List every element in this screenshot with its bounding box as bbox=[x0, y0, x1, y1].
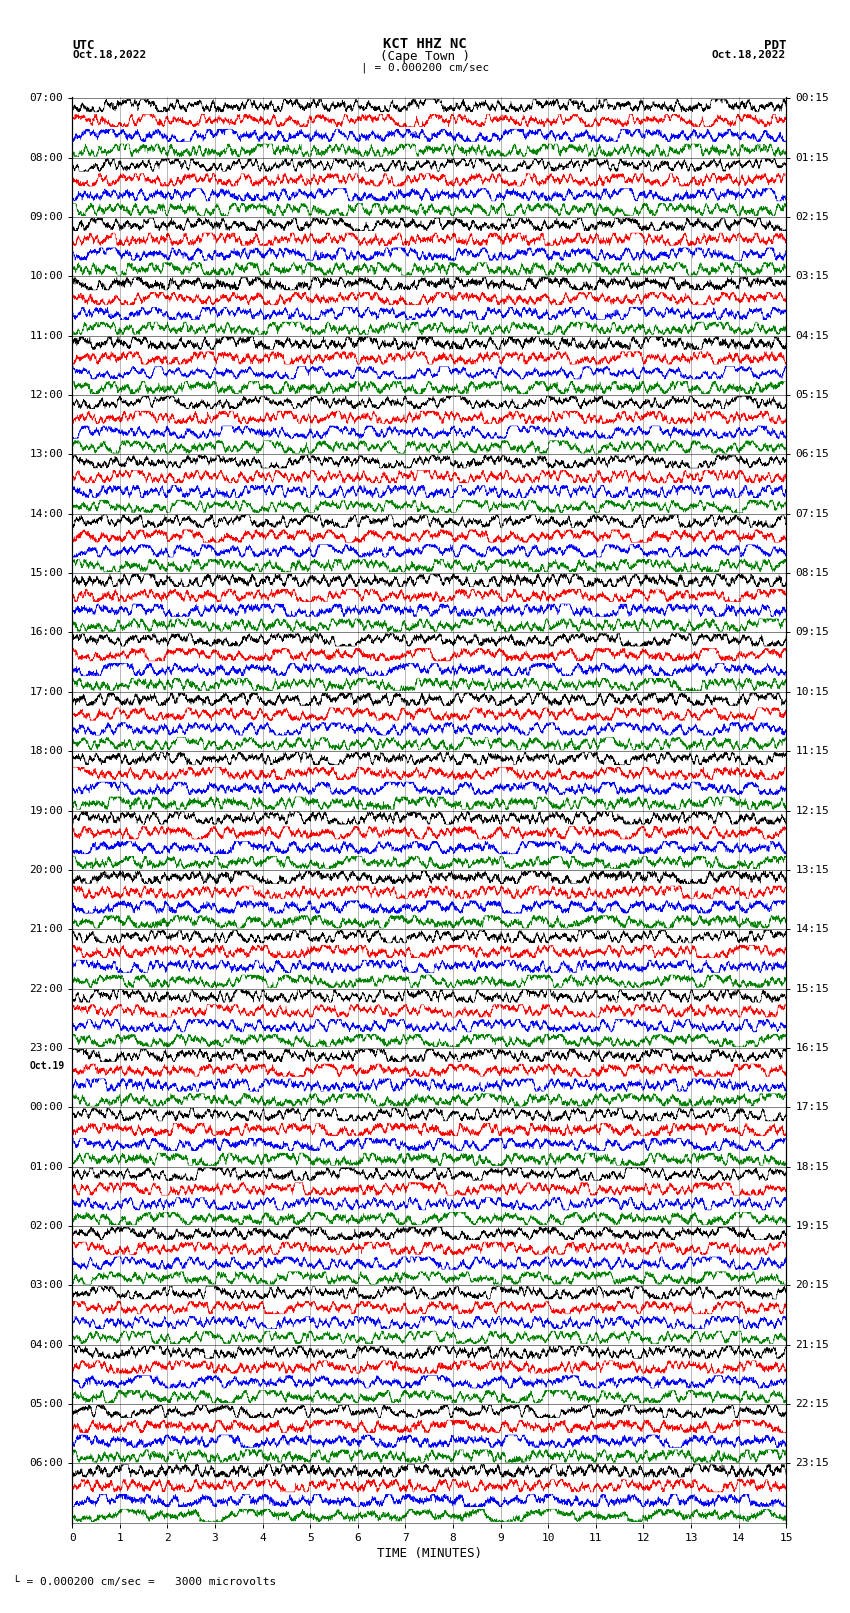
Text: KCT HHZ NC: KCT HHZ NC bbox=[383, 37, 467, 52]
Text: Oct.18,2022: Oct.18,2022 bbox=[72, 50, 146, 60]
Text: PDT: PDT bbox=[764, 39, 786, 52]
Text: (Cape Town ): (Cape Town ) bbox=[380, 50, 470, 63]
X-axis label: TIME (MINUTES): TIME (MINUTES) bbox=[377, 1547, 482, 1560]
Text: └ = 0.000200 cm/sec =   3000 microvolts: └ = 0.000200 cm/sec = 3000 microvolts bbox=[13, 1576, 276, 1587]
Text: | = 0.000200 cm/sec: | = 0.000200 cm/sec bbox=[361, 63, 489, 74]
Text: Oct.19: Oct.19 bbox=[30, 1061, 65, 1071]
Text: Oct.18,2022: Oct.18,2022 bbox=[712, 50, 786, 60]
Text: UTC: UTC bbox=[72, 39, 94, 52]
